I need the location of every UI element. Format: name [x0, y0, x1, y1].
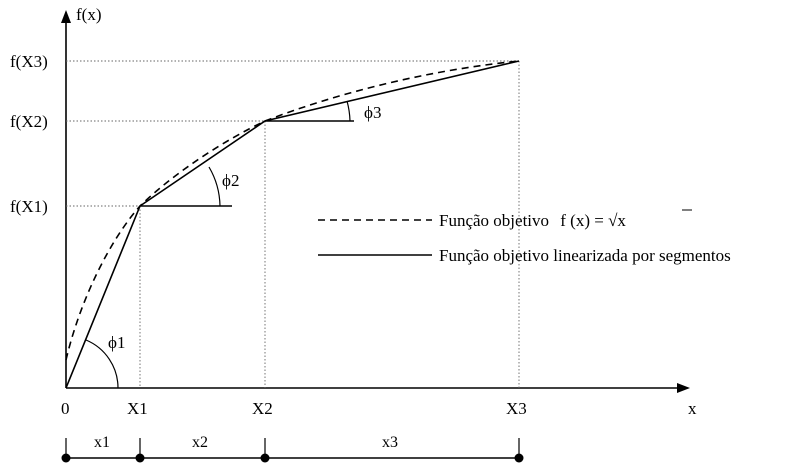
legend-objective-radical: √x [608, 211, 626, 230]
legend-linearized-label: Função objetivo linearizada por segmento… [439, 246, 731, 265]
segment-label-x2: x2 [192, 434, 208, 451]
y-tick-fx2: f(X2) [10, 112, 48, 131]
segment-label-x3: x3 [382, 434, 398, 451]
phi1-arc [85, 339, 119, 389]
y-tick-fx1: f(X1) [10, 197, 48, 216]
legend-objective-text: Função objetivo [439, 211, 549, 230]
y-axis-label: f(x) [76, 5, 101, 24]
x-tick-x3: X3 [506, 399, 527, 418]
legend-objective-label: Função objetivo f (x) = √x [439, 211, 626, 230]
phi2-label: ϕ2 [222, 171, 239, 190]
y-tick-fx3: f(X3) [10, 52, 48, 71]
objective-curve-dashed [65, 60, 520, 361]
x-tick-x1: X1 [127, 399, 148, 418]
segment-dot-0 [61, 453, 71, 463]
segment-dot-x2 [260, 453, 270, 463]
segment-dot-x1 [135, 453, 145, 463]
x-axis-label: x [688, 399, 697, 418]
segment-scale: x1 x2 x3 [61, 434, 524, 463]
legend: Função objetivo f (x) = √x Função objeti… [318, 209, 731, 265]
y-axis-arrow [61, 10, 71, 23]
segment-label-x1: x1 [94, 434, 110, 451]
linearized-polyline [65, 60, 520, 389]
x-axis-arrow [677, 383, 690, 393]
x-tick-x2: X2 [252, 399, 273, 418]
phi1-label: ϕ1 [108, 333, 125, 352]
x-tick-origin: 0 [61, 399, 70, 418]
legend-objective-formula: f (x) = [560, 211, 608, 230]
phi3-arc [346, 100, 351, 122]
segment-dot-x3 [514, 453, 524, 463]
guide-lines [66, 60, 520, 388]
phi3-label: ϕ3 [364, 103, 381, 122]
phi2-arc [208, 166, 221, 207]
